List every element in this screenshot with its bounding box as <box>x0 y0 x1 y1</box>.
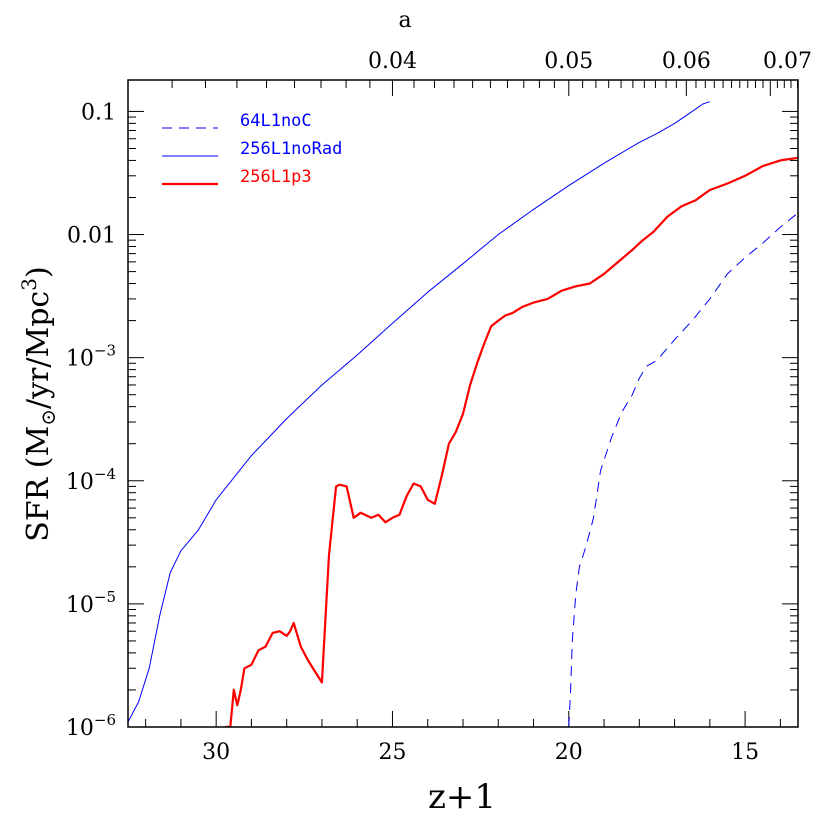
series-line-256L1noRad <box>128 101 710 723</box>
x-tick-label: 20 <box>555 740 583 765</box>
top-tick-label: 0.04 <box>368 49 417 74</box>
plot-frame <box>127 79 799 728</box>
y-tick-label: 10−6 <box>66 711 116 741</box>
x-axis-label: z+1 <box>428 777 496 817</box>
legend-label-64L1noC: 64L1noC <box>240 111 312 131</box>
tick-labels: 30 25 20 15 0.04 0.05 0.06 0.07 0.1 0.01 10−3 10−4 1… <box>66 49 812 765</box>
x-tick-label: 25 <box>378 740 406 765</box>
legend-label-256L1p3: 256L1p3 <box>240 167 312 187</box>
series-line-256L1p3 <box>225 156 798 727</box>
legend-label-256L1noRad: 256L1noRad <box>240 139 342 159</box>
series-layer <box>128 101 798 727</box>
y-tick-label: 10−5 <box>66 588 116 618</box>
y-axis-label: SFR (M⊙/yr/Mpc3) <box>17 266 60 541</box>
y-tick-label: 10−4 <box>66 465 116 495</box>
y-tick-label: 0.1 <box>81 100 116 125</box>
top-tick-label: 0.05 <box>544 49 593 74</box>
y-axis-label-rest: /yr/Mpc <box>21 291 56 409</box>
x-tick-label: 15 <box>731 740 759 765</box>
top-tick-label: 0.06 <box>662 49 711 74</box>
top-axis-label: a <box>398 8 411 33</box>
series-line-64L1noC <box>568 212 798 727</box>
y-axis-label-sub: ⊙ <box>36 409 60 426</box>
y-axis-label-main: SFR (M <box>21 426 56 542</box>
legend: 64L1noC 256L1noRad 256L1p3 <box>162 111 342 187</box>
top-tick-label: 0.07 <box>763 49 812 74</box>
x-tick-label: 30 <box>202 740 230 765</box>
tick-marks <box>128 80 799 728</box>
y-tick-label: 0.01 <box>67 224 116 249</box>
y-axis-label-close: ) <box>21 266 56 278</box>
y-axis-label-sup: 3 <box>17 278 41 291</box>
y-tick-label: 10−3 <box>66 342 116 372</box>
